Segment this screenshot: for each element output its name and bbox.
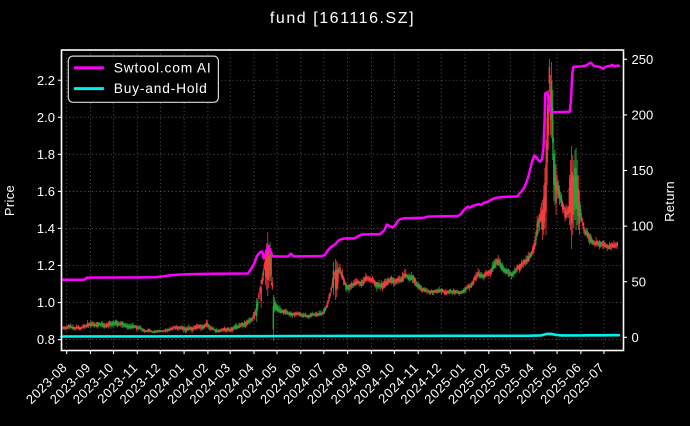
svg-text:0: 0 [632,330,639,345]
svg-text:2.0: 2.0 [37,110,55,125]
svg-text:1.0: 1.0 [37,295,55,310]
svg-text:150: 150 [632,163,654,178]
svg-text:1.6: 1.6 [37,184,55,199]
svg-text:Price: Price [2,185,17,216]
svg-text:Buy-and-Hold: Buy-and-Hold [114,81,208,96]
svg-text:Swtool.com AI: Swtool.com AI [114,61,212,76]
svg-text:50: 50 [632,274,646,289]
svg-text:Return: Return [662,181,677,222]
svg-text:200: 200 [632,108,654,123]
svg-text:1.4: 1.4 [37,221,55,236]
svg-text:1.8: 1.8 [37,147,55,162]
svg-text:100: 100 [632,219,654,234]
svg-text:0.8: 0.8 [37,332,55,347]
svg-text:1.2: 1.2 [37,258,55,273]
svg-text:250: 250 [632,52,654,67]
svg-text:fund [161116.SZ]: fund [161116.SZ] [270,10,415,27]
svg-text:2.2: 2.2 [37,73,55,88]
